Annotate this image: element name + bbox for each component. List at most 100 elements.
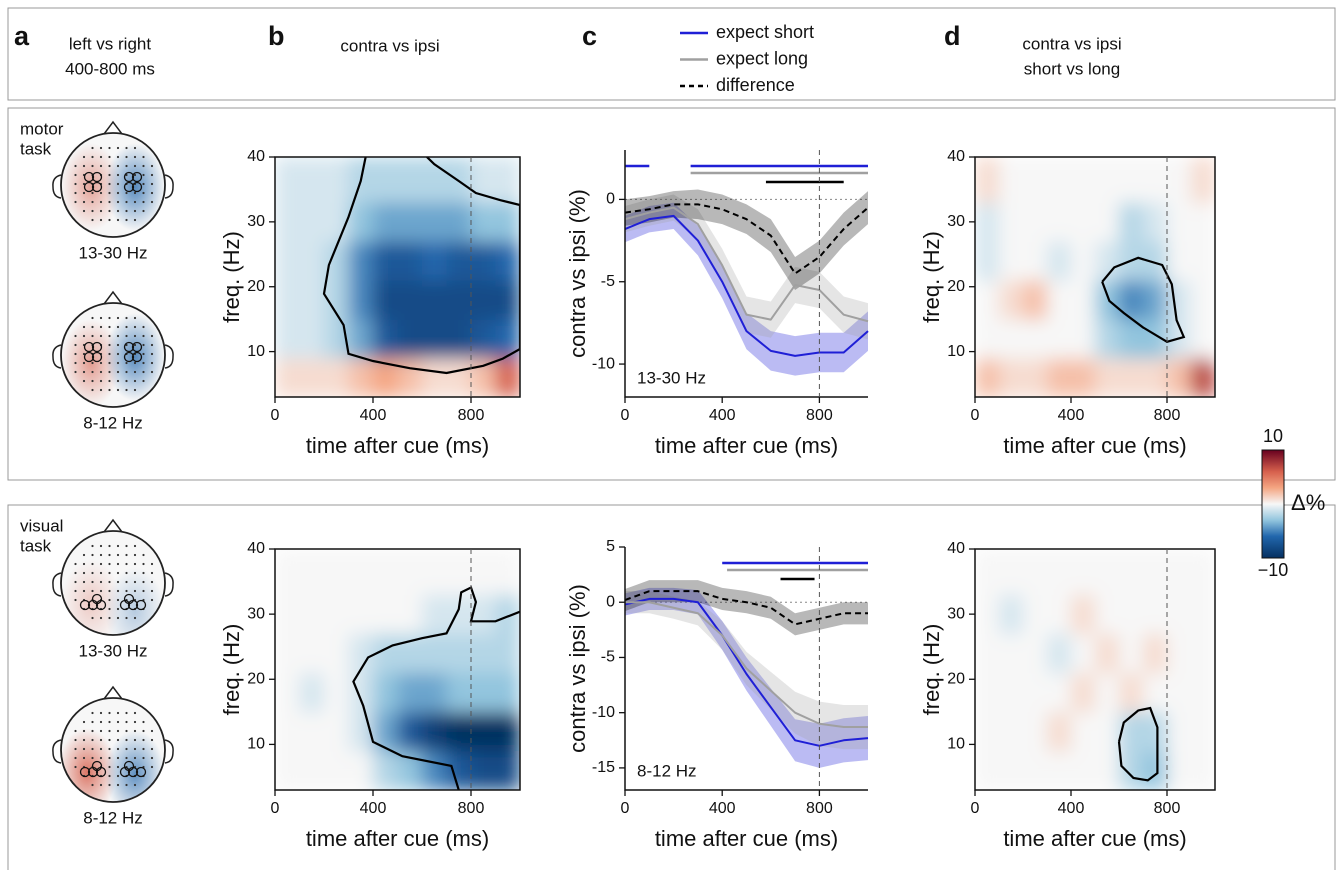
sensor [74,343,77,347]
heatmap-cell [999,549,1024,596]
sensor [133,589,137,593]
heatmap-cell [348,241,374,281]
sensor [91,155,94,159]
heatmap-cell [999,202,1024,242]
ear [52,174,62,199]
sensor [125,756,128,760]
heatmap-cell [397,672,423,713]
heatmap-cell [1119,358,1144,397]
sensor [116,774,120,778]
sensor [133,616,137,620]
heatmap-cell [471,280,496,320]
electrode [135,599,147,611]
sensor [108,720,111,724]
plot-frame [274,156,521,398]
sensor [99,361,103,365]
sensor [74,580,77,584]
sensor [99,155,103,159]
heatmap-cell [1071,358,1096,397]
sensor [142,182,145,186]
heatmap-cell [1167,672,1192,713]
sensor [91,783,94,787]
header-box [7,7,1336,101]
sensor [133,783,137,787]
heatmap-cell [1191,594,1215,635]
heatmap-cell [422,202,447,242]
sensor [108,155,111,159]
heatmap-cell [1119,711,1144,752]
error-band [625,194,868,340]
heatmap-cell [299,549,325,596]
heatmap-cell [1191,672,1215,713]
sensor [116,783,120,787]
sensor [150,729,154,733]
sensor [142,191,145,195]
sensor [99,580,103,584]
heatmap-cell [1047,750,1072,790]
sensor [108,334,111,338]
sensor [133,164,137,168]
heatmap-cell [275,711,300,752]
heatmap-cell [324,202,349,242]
heatmap-cell [1095,633,1120,674]
sensor [125,747,128,751]
sensor [99,747,103,751]
sensor [99,379,103,383]
heatmap-cell [1095,280,1120,320]
sensor [133,146,137,150]
heatmap-cells [275,157,520,397]
sensor [108,598,111,602]
panel-letter: d [944,21,961,51]
sensor [99,200,103,204]
heatmap-cell [324,750,349,790]
sensor [142,352,145,356]
heatmap-cell [373,750,398,790]
sensor [125,571,128,575]
electrode [79,766,91,778]
sensor [150,571,154,575]
heatmap-cell [999,157,1024,203]
sensor [150,738,154,742]
colorbar-label: Δ% [1291,490,1325,515]
heatmap-cell [446,358,472,397]
sensor [133,756,137,760]
heatmap-cell [1191,633,1215,674]
y-tick-label: 10 [247,736,265,753]
sensor [91,729,94,733]
sensor [116,164,120,168]
sensor [99,544,103,548]
heatmap-cell [397,549,423,596]
sensor [150,580,154,584]
heatmap-cell [446,280,472,320]
sensor [125,544,128,548]
electrode [91,593,103,605]
heatmap-cell [471,202,496,242]
sensor [142,164,145,168]
sensor [82,747,86,751]
heatmap-cell [975,157,1000,203]
sensor [142,553,145,557]
x-tick-label: 400 [709,800,736,817]
nose [103,290,123,305]
sensor [142,729,145,733]
electrode [123,181,135,193]
sensor [108,589,111,593]
sensor [108,747,111,751]
legend-label: expect short [716,22,814,42]
cluster-contour [352,586,520,790]
sensor [142,325,145,329]
sensor [116,191,120,195]
colorbar-tick-label: 10 [1263,426,1283,446]
topoplot [52,290,174,408]
heatmap-cell [1023,319,1048,359]
sensor [133,343,137,347]
y-axis-label: contra vs ipsi (%) [565,584,590,753]
heatmap-cell [275,319,300,359]
heatmap-cell [446,633,472,674]
y-tick-label: 40 [947,148,965,165]
sensor [74,361,77,365]
sensor [133,379,137,383]
colorbar [1261,449,1285,559]
series-line [624,597,869,747]
heatmap-cell [471,672,496,713]
